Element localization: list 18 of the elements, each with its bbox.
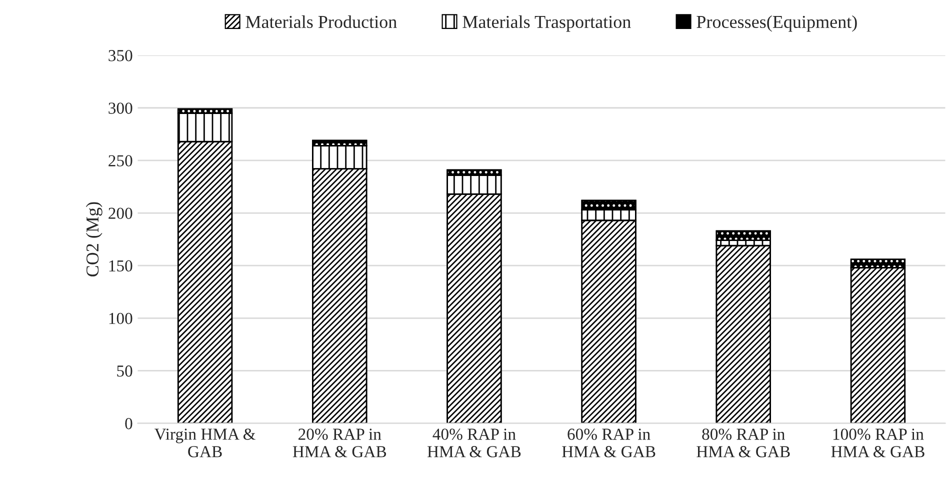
x-tick-label: 60% RAP in HMA & GAB [562, 428, 656, 458]
x-tick-label: 80% RAP in HMA & GAB [696, 428, 790, 458]
legend-label: Materials Production [246, 15, 397, 28]
x-tick-label: 100% RAP in HMA & GAB [831, 428, 924, 458]
y-axis-title: CO2 (Mg) [86, 202, 102, 276]
legend-label: Processes(Equipment) [696, 15, 857, 32]
x-tick-label: 20% RAP in HMA & GAB [292, 428, 386, 458]
y-tick-label: 300 [108, 102, 132, 114]
y-tick-label: 350 [108, 50, 132, 62]
y-tick-label: 50 [117, 365, 132, 377]
y-tick-label: 200 [108, 208, 132, 219]
y-tick-label: 150 [109, 260, 132, 272]
legend-label: Materials Trasportation [462, 15, 631, 32]
x-tick-label: Virgin HMA & GAB [154, 428, 256, 458]
x-tick-label: 40% RAP in HMA & GAB [427, 428, 521, 458]
y-tick-label: 0 [125, 418, 132, 430]
y-tick-label: 250 [108, 155, 132, 166]
y-tick-label: 100 [109, 312, 132, 324]
